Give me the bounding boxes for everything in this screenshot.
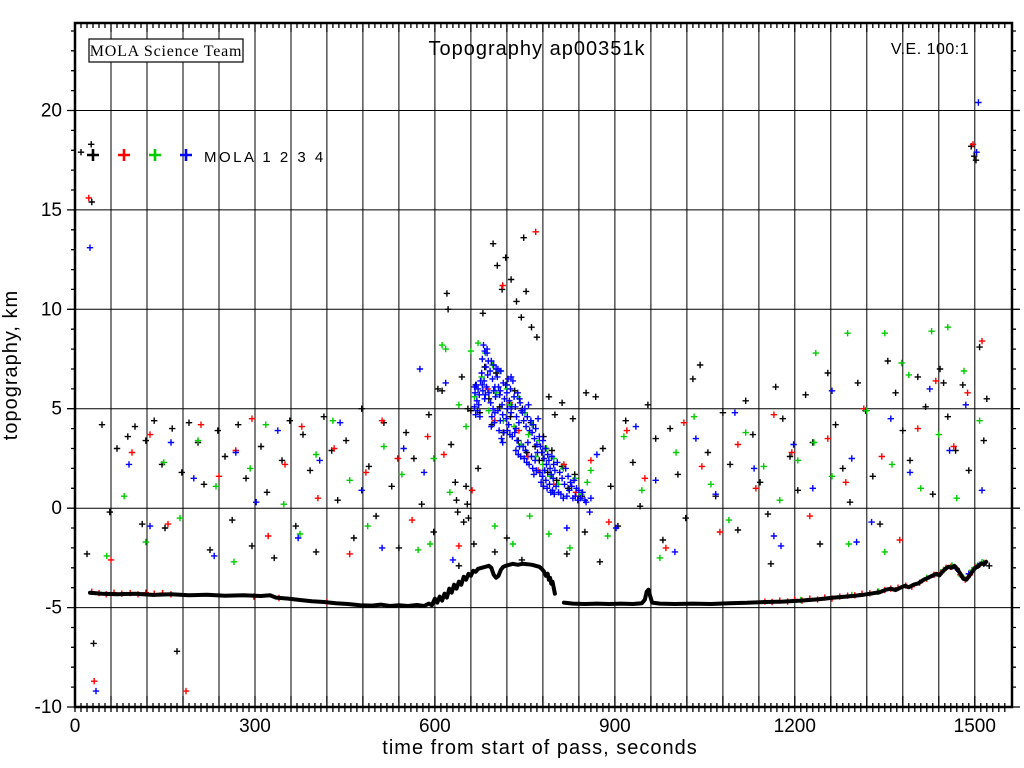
mola-science-team-box <box>88 38 244 63</box>
ground-track <box>561 559 989 606</box>
x-axis-title: time from start of pass, seconds <box>382 737 697 759</box>
y-tick-label: -10 <box>35 697 62 718</box>
y-tick-label: 15 <box>41 200 62 221</box>
grid-lines <box>75 23 1012 707</box>
x-tick-label: 1500 <box>954 716 996 737</box>
vertical-exaggeration-label: V.E. 100:1 <box>891 41 969 58</box>
legend-marker-mola-1 <box>87 149 99 161</box>
legend-markers <box>87 149 192 161</box>
plot-layer: 0 300 600 900 1200 1500 -10 -5 0 5 10 15 20 <box>35 21 1020 737</box>
y-tick-label: 5 <box>51 399 62 420</box>
legend-label: MOLA 1 2 3 4 <box>204 149 326 166</box>
axis-ticks <box>67 23 1020 712</box>
y-tick-label: 10 <box>41 299 62 320</box>
series-mola-1 <box>77 141 993 655</box>
x-tick-label: 900 <box>599 716 631 737</box>
series-mola-4 <box>86 99 987 695</box>
series-mola-3 <box>103 324 986 604</box>
x-tick-label: 0 <box>70 716 81 737</box>
mola-science-team-label: MOLA Science Team <box>90 43 243 60</box>
x-tick-label: 600 <box>419 716 451 737</box>
ground-track <box>88 561 557 608</box>
y-axis-title: topography, km <box>0 290 22 440</box>
y-tick-label: 0 <box>51 498 62 519</box>
series-mola-2 <box>85 141 987 695</box>
chart-title: Topography ap00351k <box>429 38 646 60</box>
y-tick-label: -5 <box>45 598 62 619</box>
legend-marker-mola-4 <box>180 149 192 161</box>
x-tick-label: 300 <box>239 716 271 737</box>
x-tick-label: 1200 <box>774 716 816 737</box>
plot-frame <box>73 21 1014 709</box>
y-tick-label: 20 <box>41 101 62 122</box>
legend-marker-mola-3 <box>149 149 161 161</box>
legend-marker-mola-2 <box>118 149 130 161</box>
